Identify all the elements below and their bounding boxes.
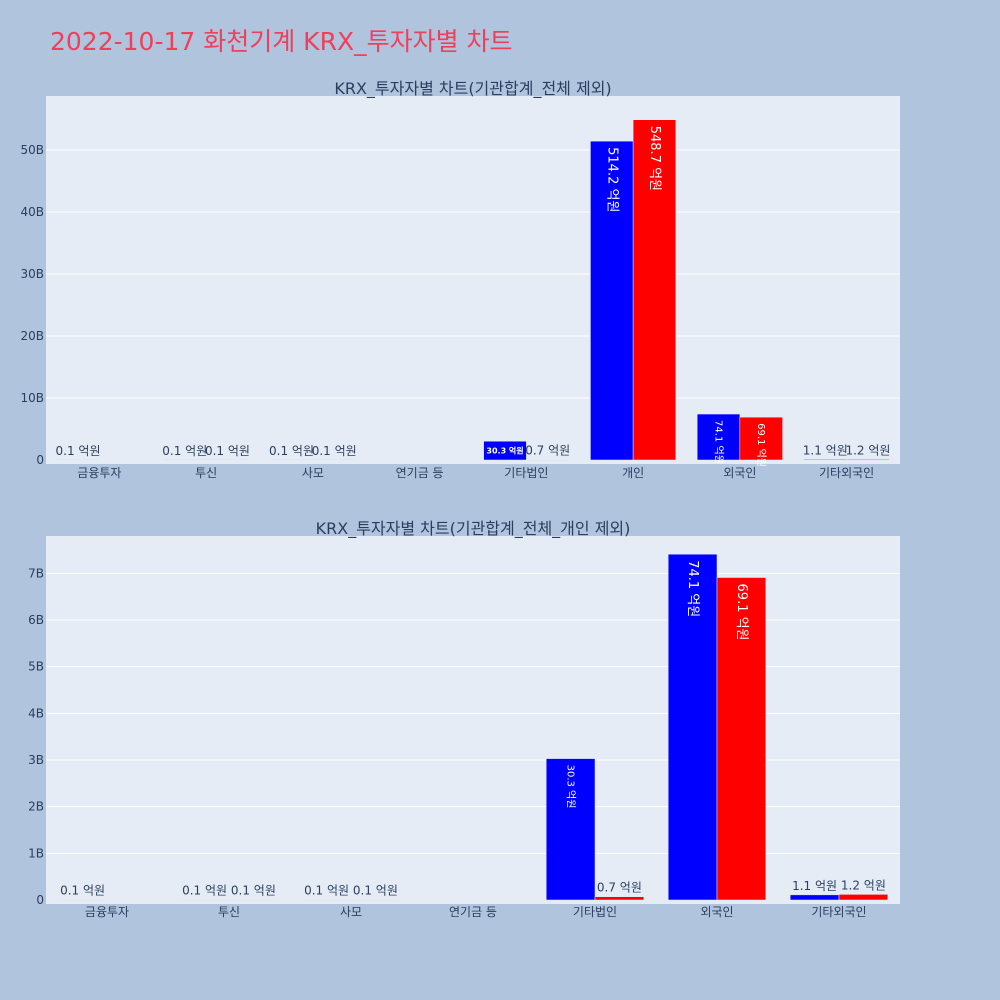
chart1-xtick-label: 연기금 등 [396, 466, 444, 480]
chart1-bar [163, 459, 207, 461]
chart1-data-label: 0.7 억원 [525, 444, 570, 458]
chart2-data-label: 0.1 억원 [60, 884, 105, 898]
chart1-data-label: 0.1 억원 [269, 444, 314, 458]
chart1-data-label: 0.1 억원 [205, 444, 250, 458]
chart1-bar [739, 416, 783, 461]
chart1-plot-area [46, 96, 900, 464]
chart2-xtick-label: 금융투자 [85, 905, 129, 919]
chart2-data-label: 0.1 억원 [231, 884, 276, 898]
chart2-data-label: 69.1 억원 [734, 584, 749, 641]
chart2-data-label: 1.1 억원 [792, 879, 837, 893]
chart1-ytick-label: 20B [20, 329, 44, 343]
chart1-bar [590, 140, 634, 461]
chart1-xtick-label: 기타법인 [504, 466, 548, 480]
chart1-data-label: 0.1 억원 [312, 444, 357, 458]
chart1-bar [269, 459, 314, 461]
page-title: 2022-10-17 화천기계 KRX_투자자별 차트 [50, 27, 513, 56]
chart2-ytick-label: 7B [28, 566, 44, 580]
chart1-data-label: 74.1 억원 [713, 420, 725, 464]
chart1-data-label: 514.2 억원 [604, 147, 619, 212]
chart2-ytick-label: 4B [28, 706, 44, 720]
chart1-bar [803, 459, 847, 461]
chart2-data-label: 0.7 억원 [597, 881, 642, 895]
chart2-data-label: 0.1 억원 [304, 884, 349, 898]
chart2-bar [594, 896, 645, 901]
chart1-data-label: 1.1 억원 [803, 443, 848, 457]
chart2-bar [228, 899, 279, 901]
chart2-data-label: 0.1 억원 [182, 884, 227, 898]
chart2-xtick-label: 기타법인 [573, 905, 617, 919]
chart2-bar [350, 899, 401, 901]
chart2-ytick-label: 6B [28, 613, 44, 627]
chart1-bar [846, 459, 890, 461]
chart1-xtick-label: 기타외국인 [819, 466, 874, 480]
chart2-xtick-label: 연기금 등 [449, 905, 497, 919]
chart1-bar [526, 459, 570, 461]
chart1-data-label: 0.1 억원 [162, 444, 207, 458]
chart1-data-label: 30.3 억원 [486, 446, 523, 456]
chart1-bar [56, 459, 100, 461]
chart2-ytick-label: 3B [28, 753, 44, 767]
chart1-xtick-label: 개인 [622, 466, 644, 480]
chart1-ytick-label: 50B [20, 143, 44, 157]
chart2-ytick-label: 1B [28, 846, 44, 860]
chart2-data-label: 1.2 억원 [841, 878, 886, 892]
chart1-xtick-label: 투신 [195, 466, 217, 480]
chart2-xtick-label: 사모 [340, 905, 362, 919]
chart1-data-label: 548.7 억원 [647, 126, 662, 191]
chart2-bar [301, 899, 352, 901]
chart2-bar [545, 758, 596, 901]
chart1-xtick-label: 외국인 [723, 466, 756, 480]
chart2-ytick-label: 2B [28, 800, 44, 814]
chart2-bar [838, 894, 889, 901]
chart2-bar [667, 553, 718, 901]
chart2-xtick-label: 외국인 [700, 905, 733, 919]
chart2-bar [179, 899, 230, 901]
chart2-data-label: 30.3 억원 [565, 765, 577, 809]
chart1-data-label: 69.1 억원 [755, 423, 767, 467]
chart2-ytick-label: 0 [36, 893, 44, 907]
chart2-plot-area [46, 536, 900, 904]
chart1-bar [312, 459, 356, 461]
chart1-data-label: 1.2 억원 [845, 443, 890, 457]
chart1-xtick-label: 사모 [302, 466, 324, 480]
chart1-data-label: 0.1 억원 [56, 444, 101, 458]
chart2-bar [716, 577, 767, 901]
chart2-data-label: 74.1 억원 [685, 560, 700, 617]
chart2-bar [789, 894, 840, 901]
chart1-ytick-label: 30B [20, 267, 44, 281]
chart2-data-label: 0.1 억원 [353, 884, 398, 898]
chart1-bar [696, 413, 741, 461]
chart1-ytick-label: 0 [36, 453, 44, 467]
chart1-bar [483, 440, 527, 461]
chart2-bar [57, 899, 108, 901]
chart2-title: KRX_투자자별 차트(기관합계_전체_개인 제외) [316, 519, 631, 539]
chart1-bar [205, 459, 250, 461]
chart1-ytick-label: 10B [20, 391, 44, 405]
chart2-ytick-label: 5B [28, 660, 44, 674]
chart1-xtick-label: 금융투자 [77, 466, 121, 480]
chart1-title: KRX_투자자별 차트(기관합계_전체 제외) [334, 79, 611, 99]
chart2-xtick-label: 투신 [218, 905, 240, 919]
chart2-xtick-label: 기타외국인 [811, 905, 866, 919]
chart1-ytick-label: 40B [20, 205, 44, 219]
chart1-bar [632, 119, 677, 461]
